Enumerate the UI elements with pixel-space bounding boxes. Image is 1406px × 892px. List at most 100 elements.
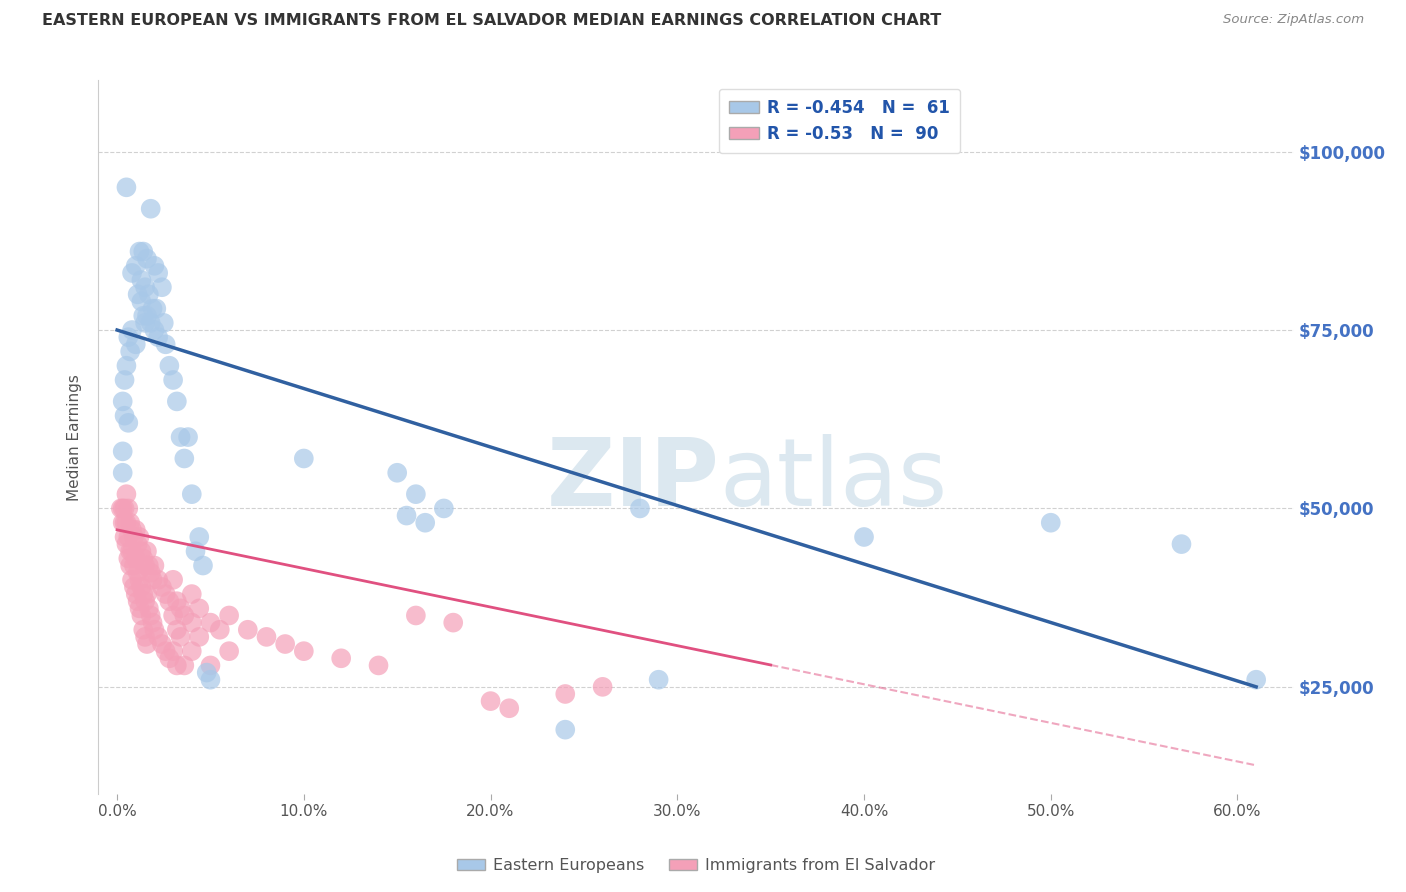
Point bbox=[115, 516, 138, 530]
Point bbox=[180, 487, 202, 501]
Point bbox=[173, 451, 195, 466]
Point bbox=[166, 623, 188, 637]
Point bbox=[173, 658, 195, 673]
Point bbox=[143, 259, 166, 273]
Point bbox=[127, 566, 149, 580]
Point bbox=[121, 573, 143, 587]
Point bbox=[479, 694, 502, 708]
Text: ZIP: ZIP bbox=[547, 434, 720, 526]
Point bbox=[120, 344, 142, 359]
Point bbox=[218, 644, 240, 658]
Point bbox=[114, 373, 136, 387]
Point bbox=[122, 558, 145, 573]
Point bbox=[155, 587, 177, 601]
Point bbox=[139, 566, 162, 580]
Point bbox=[121, 544, 143, 558]
Text: EASTERN EUROPEAN VS IMMIGRANTS FROM EL SALVADOR MEDIAN EARNINGS CORRELATION CHAR: EASTERN EUROPEAN VS IMMIGRANTS FROM EL S… bbox=[42, 13, 942, 29]
Point bbox=[498, 701, 520, 715]
Point bbox=[134, 280, 156, 294]
Point bbox=[162, 373, 184, 387]
Point bbox=[134, 558, 156, 573]
Point bbox=[121, 266, 143, 280]
Point bbox=[188, 630, 211, 644]
Point bbox=[120, 544, 142, 558]
Point bbox=[131, 580, 153, 594]
Point bbox=[134, 594, 156, 608]
Point bbox=[132, 587, 155, 601]
Point bbox=[1170, 537, 1192, 551]
Point bbox=[115, 537, 138, 551]
Point bbox=[138, 558, 160, 573]
Point bbox=[184, 544, 207, 558]
Point bbox=[155, 337, 177, 351]
Point bbox=[110, 501, 132, 516]
Point bbox=[138, 287, 160, 301]
Point bbox=[131, 294, 153, 309]
Point bbox=[180, 587, 202, 601]
Point bbox=[148, 573, 170, 587]
Point bbox=[256, 630, 278, 644]
Point bbox=[115, 487, 138, 501]
Point bbox=[136, 252, 159, 266]
Point bbox=[125, 523, 148, 537]
Point bbox=[195, 665, 218, 680]
Point bbox=[148, 630, 170, 644]
Point bbox=[236, 623, 259, 637]
Point bbox=[162, 644, 184, 658]
Point bbox=[111, 394, 134, 409]
Point bbox=[405, 608, 427, 623]
Point bbox=[142, 301, 165, 316]
Point bbox=[114, 530, 136, 544]
Point bbox=[125, 587, 148, 601]
Point bbox=[367, 658, 389, 673]
Point bbox=[157, 651, 180, 665]
Point bbox=[200, 673, 222, 687]
Point bbox=[191, 558, 214, 573]
Point bbox=[132, 309, 155, 323]
Point bbox=[166, 594, 188, 608]
Point bbox=[628, 501, 651, 516]
Point bbox=[395, 508, 418, 523]
Point bbox=[180, 644, 202, 658]
Point bbox=[592, 680, 614, 694]
Point bbox=[115, 359, 138, 373]
Point bbox=[128, 573, 150, 587]
Point bbox=[131, 544, 153, 558]
Point bbox=[138, 601, 160, 615]
Point bbox=[405, 487, 427, 501]
Point bbox=[142, 615, 165, 630]
Point bbox=[114, 501, 136, 516]
Point bbox=[115, 180, 138, 194]
Point bbox=[122, 530, 145, 544]
Point bbox=[200, 615, 222, 630]
Point bbox=[169, 630, 191, 644]
Point bbox=[1244, 673, 1267, 687]
Point bbox=[169, 430, 191, 444]
Point bbox=[127, 287, 149, 301]
Point bbox=[131, 273, 153, 287]
Point bbox=[136, 544, 159, 558]
Point bbox=[136, 587, 159, 601]
Point bbox=[128, 244, 150, 259]
Point bbox=[166, 394, 188, 409]
Point bbox=[554, 687, 576, 701]
Point bbox=[111, 444, 134, 458]
Point bbox=[117, 330, 139, 344]
Point bbox=[157, 359, 180, 373]
Point bbox=[132, 551, 155, 566]
Point bbox=[111, 466, 134, 480]
Point bbox=[292, 644, 315, 658]
Point bbox=[139, 202, 162, 216]
Point bbox=[121, 323, 143, 337]
Point bbox=[162, 608, 184, 623]
Point bbox=[162, 573, 184, 587]
Point bbox=[111, 516, 134, 530]
Point bbox=[441, 615, 464, 630]
Point bbox=[121, 523, 143, 537]
Point bbox=[145, 301, 167, 316]
Point bbox=[385, 466, 409, 480]
Point bbox=[152, 316, 174, 330]
Point bbox=[142, 573, 165, 587]
Point bbox=[292, 451, 315, 466]
Point bbox=[1039, 516, 1062, 530]
